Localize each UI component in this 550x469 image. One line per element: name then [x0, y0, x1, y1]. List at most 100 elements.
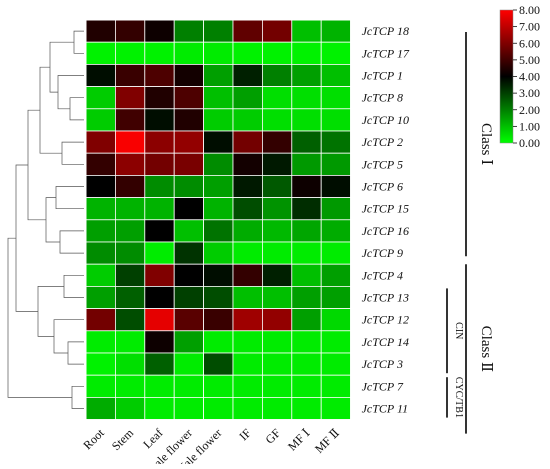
heatmap-cell [291, 41, 322, 65]
row-label: JcTCP 6 [362, 180, 403, 194]
heatmap-cell [115, 108, 146, 132]
heatmap-cell [261, 108, 293, 132]
heatmap-cell [291, 197, 322, 221]
heatmap-cell [173, 352, 204, 376]
heatmap-cell [261, 219, 293, 243]
heatmap-cell [85, 285, 116, 309]
heatmap-cell [291, 108, 322, 132]
heatmap-cell [144, 396, 175, 420]
class-brackets: Class Ⅰ Class Ⅱ CIN CYC/TB1 [446, 32, 494, 434]
color-scale-tick-label: 7.00 [519, 20, 540, 34]
heatmap-cell [115, 130, 146, 154]
heatmap-cell [115, 308, 146, 332]
heatmap-cell [320, 86, 352, 110]
color-scale-tick-label: 8.00 [519, 3, 540, 17]
dendrogram-branch [69, 97, 84, 121]
row-label: JcTCP 12 [362, 313, 409, 327]
column-label: GF [262, 426, 283, 447]
heatmap-cell [173, 330, 204, 354]
heatmap-border [85, 19, 352, 421]
column-label: IF [236, 426, 254, 444]
heatmap-cell [115, 330, 146, 354]
heatmap-cell [85, 241, 116, 265]
row-label: JcTCP 11 [362, 402, 409, 416]
heatmap-cell [232, 285, 263, 309]
heatmap-cell [320, 352, 352, 376]
dendrogram-branch [71, 385, 84, 409]
dendrogram-branch [7, 237, 72, 398]
dendrogram-branch [57, 75, 84, 110]
heatmap-cell [203, 219, 234, 243]
heatmap-cell [203, 130, 234, 154]
heatmap-cell [144, 241, 175, 265]
heatmap-cell [232, 86, 263, 110]
heatmap-cell [144, 86, 175, 110]
column-label: MF Ⅱ [312, 426, 342, 456]
heatmap-cell [232, 152, 263, 176]
row-label: JcTCP 13 [362, 291, 409, 305]
heatmap-cell [85, 64, 116, 88]
heatmap-cell [203, 396, 234, 420]
column-label: Leaf [140, 426, 165, 451]
dendrogram-branch [37, 286, 64, 337]
color-scale-tick-label: 6.00 [519, 36, 540, 50]
heatmap-cell [291, 374, 322, 398]
heatmap-cell [320, 241, 352, 265]
class-1-label: Class Ⅰ [478, 123, 494, 165]
heatmap-cell [203, 152, 234, 176]
heatmap-cell [203, 352, 234, 376]
heatmap-cell [291, 352, 322, 376]
subclass-label: CIN [453, 322, 464, 339]
color-scale-tick-label: 4.00 [519, 70, 540, 84]
heatmap-cell [173, 308, 204, 332]
color-scale-tick-label: 5.00 [519, 53, 540, 67]
heatmap-cell [232, 396, 263, 420]
heatmap-cell [85, 396, 116, 420]
heatmap-cell [115, 263, 146, 287]
heatmap-cell [203, 41, 234, 65]
heatmap-cell [173, 86, 204, 110]
heatmap-cell [144, 197, 175, 221]
dendrogram-branch [73, 30, 84, 54]
heatmap-cell [203, 263, 234, 287]
heatmap-cell [232, 241, 263, 265]
heatmap-cell [320, 174, 352, 198]
heatmap-cell [144, 152, 175, 176]
heatmap-cell [291, 64, 322, 88]
heatmap-cell [320, 374, 352, 398]
heatmap-cell [173, 130, 204, 154]
row-label: JcTCP 7 [362, 379, 404, 393]
heatmap-cell [320, 64, 352, 88]
heatmap-cell [173, 197, 204, 221]
heatmap-cell [115, 152, 146, 176]
heatmap-cell [261, 130, 293, 154]
heatmap-cell [232, 130, 263, 154]
heatmap-cell [144, 330, 175, 354]
heatmap-cells [85, 19, 352, 421]
heatmap-cell [320, 219, 352, 243]
heatmap-cell [203, 86, 234, 110]
heatmap-cell [291, 263, 322, 287]
row-label: JcTCP 2 [362, 135, 403, 149]
heatmap-cell [115, 219, 146, 243]
heatmap-cell [320, 308, 352, 332]
dendrogram-branch [67, 341, 84, 365]
heatmap-cell [173, 241, 204, 265]
row-label: JcTCP 16 [362, 224, 409, 238]
heatmap-cell [261, 396, 293, 420]
heatmap-cell [291, 241, 322, 265]
heatmap-cell [320, 263, 352, 287]
heatmap-cell [261, 352, 293, 376]
heatmap-cell [115, 64, 146, 88]
heatmap-cell [232, 219, 263, 243]
dendrogram-branch [63, 274, 84, 298]
dendrogram-branch [61, 141, 84, 165]
heatmap-cell [261, 263, 293, 287]
heatmap-cell [320, 41, 352, 65]
heatmap-cell [203, 330, 234, 354]
heatmap-cell [232, 263, 263, 287]
heatmap-cell [85, 86, 116, 110]
heatmap-cell [173, 108, 204, 132]
color-scale-tick-label: 0.00 [519, 136, 540, 150]
row-label: JcTCP 9 [362, 246, 403, 260]
